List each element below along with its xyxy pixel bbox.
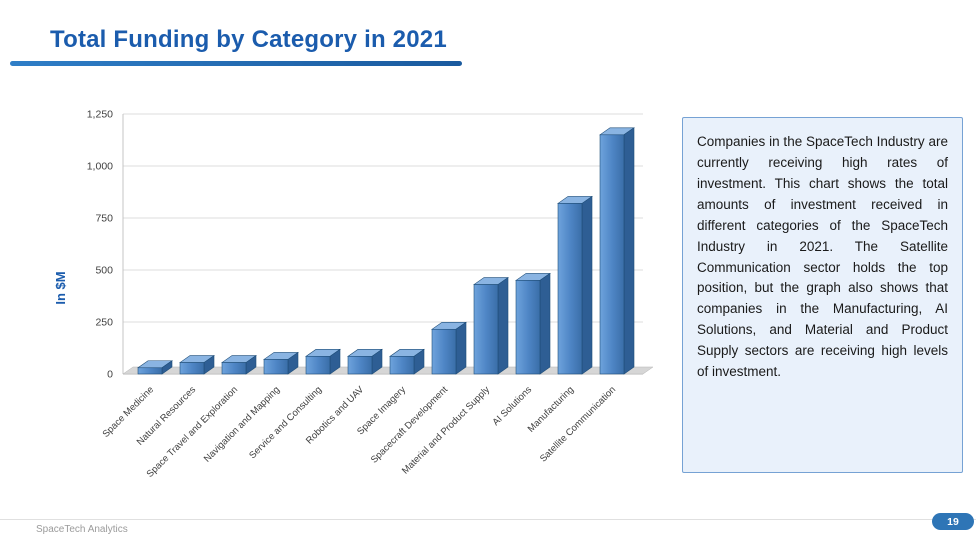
- bar-front-face: [137, 367, 163, 375]
- x-tick-label: Satellite Communication: [538, 384, 618, 464]
- commentary-box: Companies in the SpaceTech Industry are …: [682, 117, 963, 473]
- footer-divider: [0, 519, 976, 520]
- bar-side-face: [455, 321, 467, 375]
- bar-front-face: [515, 280, 541, 375]
- page-title: Total Funding by Category in 2021: [50, 26, 447, 53]
- bar-front-face: [263, 359, 289, 375]
- y-tick-label: 500: [95, 265, 113, 277]
- bar-front-face: [473, 284, 499, 375]
- x-tick-label: Material and Product Supply: [400, 384, 492, 476]
- y-axis-title: In $M: [53, 271, 68, 304]
- footer-brand: SpaceTech Analytics: [36, 524, 128, 535]
- y-tick-label: 1,000: [87, 161, 113, 173]
- bar-7: Spacecraft Development: [369, 321, 467, 466]
- bar-8: Material and Product Supply: [400, 276, 509, 477]
- bar-front-face: [305, 356, 331, 375]
- x-tick-label: Navigation and Mapping: [202, 384, 282, 464]
- bar-side-face: [623, 127, 635, 375]
- y-tick-label: 750: [95, 213, 113, 225]
- x-tick-label: Service and Consulting: [247, 384, 324, 461]
- bar-side-face: [539, 272, 551, 375]
- bar-side-face: [497, 276, 509, 375]
- bar-front-face: [347, 356, 373, 375]
- bar-side-face: [581, 195, 593, 375]
- bar-front-face: [431, 328, 457, 375]
- page-number-badge: 19: [932, 513, 974, 530]
- bar-front-face: [179, 362, 205, 375]
- y-tick-label: 250: [95, 317, 113, 329]
- bar-front-face: [599, 134, 625, 375]
- y-tick-label: 0: [107, 369, 113, 381]
- x-tick-label: AI Solutions: [490, 384, 534, 428]
- bar-front-face: [557, 203, 583, 375]
- commentary-text: Companies in the SpaceTech Industry are …: [697, 134, 948, 380]
- bar-front-face: [221, 362, 247, 375]
- bar-front-face: [389, 356, 415, 375]
- x-tick-label: Spacecraft Development: [369, 384, 451, 466]
- title-underline-bar: [10, 61, 462, 66]
- funding-chart: 0 250 500 750 1,000 1,250 Space Medicine Natura…: [45, 98, 705, 498]
- y-tick-label: 1,250: [87, 109, 113, 121]
